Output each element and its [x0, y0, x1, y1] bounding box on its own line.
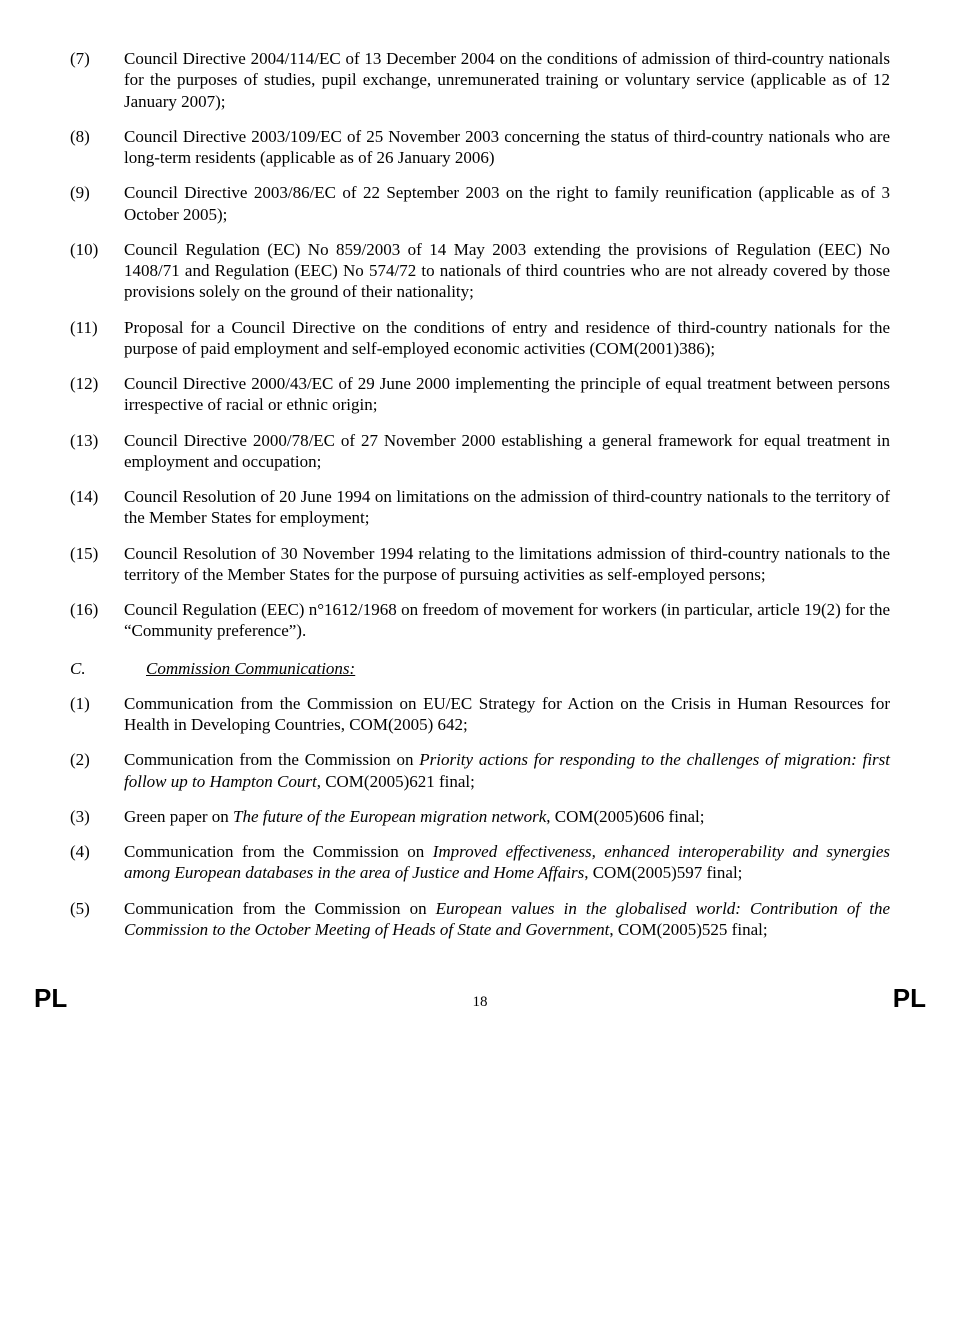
item-number: (9): [70, 182, 124, 225]
item-number: (12): [70, 373, 124, 416]
item-number: (2): [70, 749, 124, 792]
item-body: Council Regulation (EC) No 859/2003 of 1…: [124, 239, 890, 303]
list-item: (9)Council Directive 2003/86/EC of 22 Se…: [70, 182, 890, 225]
item-body: Communication from the Commission on Pri…: [124, 749, 890, 792]
item-number: (11): [70, 317, 124, 360]
list-item: (15)Council Resolution of 30 November 19…: [70, 543, 890, 586]
item-number: (10): [70, 239, 124, 303]
item-body: Council Resolution of 30 November 1994 r…: [124, 543, 890, 586]
item-body: Council Directive 2003/109/EC of 25 Nove…: [124, 126, 890, 169]
item-number: (14): [70, 486, 124, 529]
item-body: Council Resolution of 20 June 1994 on li…: [124, 486, 890, 529]
list-item: (1)Communication from the Commission on …: [70, 693, 890, 736]
list-item: (8)Council Directive 2003/109/EC of 25 N…: [70, 126, 890, 169]
directive-list: (7)Council Directive 2004/114/EC of 13 D…: [70, 48, 890, 642]
list-item: (5)Communication from the Commission on …: [70, 898, 890, 941]
item-body: Council Directive 2004/114/EC of 13 Dece…: [124, 48, 890, 112]
item-body: Proposal for a Council Directive on the …: [124, 317, 890, 360]
item-body: Council Directive 2000/43/EC of 29 June …: [124, 373, 890, 416]
item-body: Communication from the Commission on EU/…: [124, 693, 890, 736]
item-number: (8): [70, 126, 124, 169]
item-body: Communication from the Commission on Eur…: [124, 898, 890, 941]
item-body: Communication from the Commission on Imp…: [124, 841, 890, 884]
list-item: (2)Communication from the Commission on …: [70, 749, 890, 792]
item-body: Green paper on The future of the Europea…: [124, 806, 890, 827]
item-number: (1): [70, 693, 124, 736]
section-title: Commission Communications:: [146, 658, 355, 679]
item-body: Council Regulation (EEC) n°1612/1968 on …: [124, 599, 890, 642]
list-item: (3)Green paper on The future of the Euro…: [70, 806, 890, 827]
item-number: (13): [70, 430, 124, 473]
item-number: (4): [70, 841, 124, 884]
item-number: (7): [70, 48, 124, 112]
item-number: (16): [70, 599, 124, 642]
item-body: Council Directive 2000/78/EC of 27 Novem…: [124, 430, 890, 473]
page-number: 18: [473, 993, 488, 1012]
communications-list: (1)Communication from the Commission on …: [70, 693, 890, 940]
list-item: (14)Council Resolution of 20 June 1994 o…: [70, 486, 890, 529]
list-item: (4)Communication from the Commission on …: [70, 841, 890, 884]
section-letter: C.: [70, 658, 124, 679]
footer-left: PL: [34, 982, 67, 1015]
list-item: (10)Council Regulation (EC) No 859/2003 …: [70, 239, 890, 303]
list-item: (13)Council Directive 2000/78/EC of 27 N…: [70, 430, 890, 473]
list-item: (7)Council Directive 2004/114/EC of 13 D…: [70, 48, 890, 112]
item-body: Council Directive 2003/86/EC of 22 Septe…: [124, 182, 890, 225]
list-item: (16)Council Regulation (EEC) n°1612/1968…: [70, 599, 890, 642]
list-item: (12)Council Directive 2000/43/EC of 29 J…: [70, 373, 890, 416]
item-number: (3): [70, 806, 124, 827]
item-number: (15): [70, 543, 124, 586]
footer-right: PL: [893, 982, 926, 1015]
item-number: (5): [70, 898, 124, 941]
section-header: C. Commission Communications:: [70, 658, 890, 679]
list-item: (11)Proposal for a Council Directive on …: [70, 317, 890, 360]
page-footer: PL 18 PL: [70, 984, 890, 1014]
